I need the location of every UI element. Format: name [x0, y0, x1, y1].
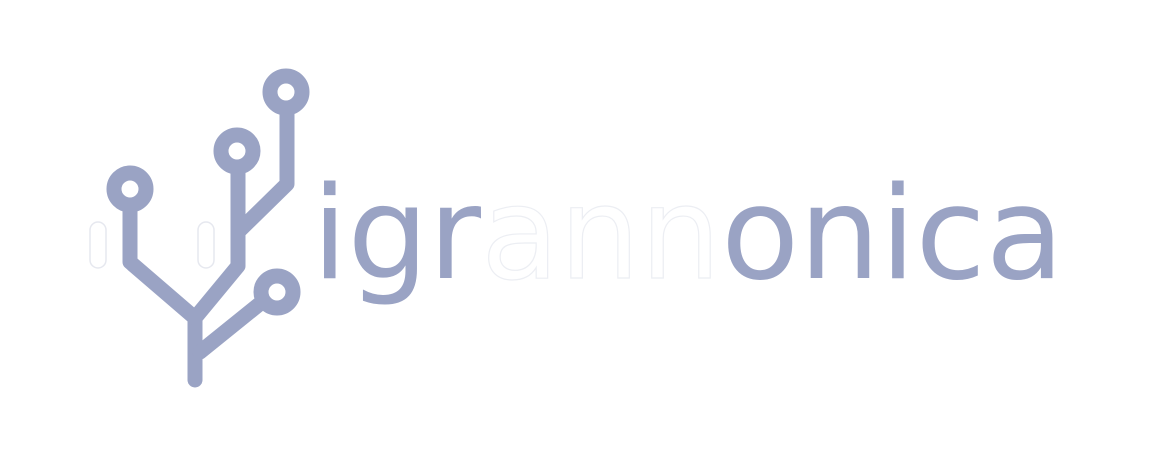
capsules [89, 221, 215, 269]
branch [192, 294, 270, 360]
branch [122, 198, 203, 326]
wordmark-part: ann [481, 160, 721, 309]
capsule [89, 221, 107, 269]
wordmark-part: igr [312, 160, 481, 309]
branch [230, 102, 295, 240]
branch [187, 160, 246, 326]
wordmark-part: onica [721, 160, 1064, 309]
node [213, 127, 261, 175]
circuit-tree [106, 68, 310, 388]
capsule [197, 221, 215, 269]
node [253, 268, 301, 316]
node [262, 68, 310, 116]
node [106, 165, 154, 213]
wordmark: igrannonica [312, 160, 1064, 309]
